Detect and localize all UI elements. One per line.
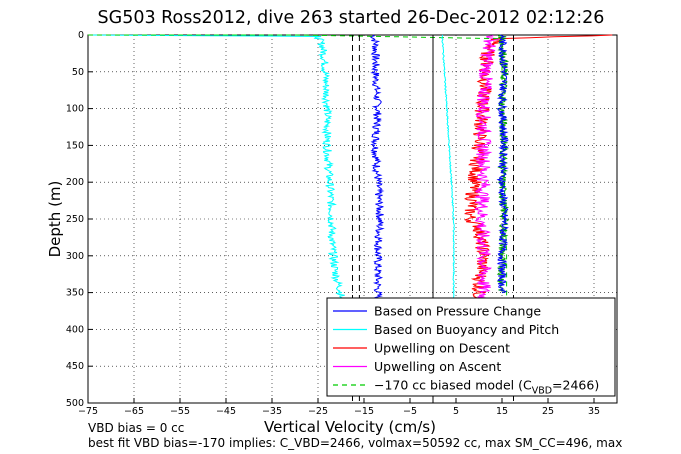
x-tick-label: −65 xyxy=(124,406,144,417)
legend: Based on Pressure Change Based on Buoyanc… xyxy=(326,297,616,397)
y-tick-label: 250 xyxy=(66,214,84,225)
x-tick-label: −55 xyxy=(170,406,190,417)
y-tick-label: 450 xyxy=(66,361,84,372)
legend-label: Based on Buoyancy and Pitch xyxy=(374,322,559,337)
y-tick-label: 500 xyxy=(66,398,84,409)
series-line xyxy=(474,35,500,330)
chart-title: SG503 Ross2012, dive 263 started 26-Dec-… xyxy=(98,8,605,28)
y-tick-label: 0 xyxy=(78,30,84,41)
y-tick-labels: 0 50 100 150 200 250 300 350 400 450 500 xyxy=(66,30,84,409)
legend-label: −170 cc biased model (CVBD=2466) xyxy=(374,378,599,397)
y-tick-label: 150 xyxy=(66,140,84,151)
x-tick-label: −45 xyxy=(216,406,236,417)
x-tick-label: −35 xyxy=(262,406,282,417)
y-tick-label: 50 xyxy=(72,67,84,78)
x-tick-label: 15 xyxy=(496,406,508,417)
x-tick-label: −25 xyxy=(308,406,328,417)
legend-label: Based on Pressure Change xyxy=(374,304,541,319)
annotation-vbd-bias: VBD bias = 0 cc xyxy=(88,421,184,435)
series-line xyxy=(369,34,385,330)
y-tick-label: 350 xyxy=(66,288,84,299)
x-axis-label: Vertical Velocity (cm/s) xyxy=(264,418,436,436)
legend-label: Upwelling on Descent xyxy=(374,341,510,356)
x-tick-label: 35 xyxy=(588,406,600,417)
y-tick-label: 300 xyxy=(66,251,84,262)
annotation-best-fit: best fit VBD bias=-170 implies: C_VBD=24… xyxy=(88,436,622,450)
series-line xyxy=(464,34,613,330)
y-tick-label: 400 xyxy=(66,324,84,335)
y-tick-label: 200 xyxy=(66,177,84,188)
legend-label: Upwelling on Ascent xyxy=(374,359,501,374)
series-line xyxy=(496,34,509,294)
x-tick-label: 25 xyxy=(542,406,554,417)
x-tick-label: −5 xyxy=(403,406,417,417)
series-line xyxy=(441,34,456,330)
x-tick-label: 5 xyxy=(453,406,459,417)
x-tick-labels: −75 −65 −55 −45 −35 −25 −15 −5 5 15 25 35 xyxy=(78,406,600,417)
y-axis-label: Depth (m) xyxy=(46,181,64,258)
x-tick-label: −75 xyxy=(78,406,98,417)
series-layer xyxy=(87,34,613,345)
y-tick-label: 100 xyxy=(66,104,84,115)
series-line xyxy=(87,34,347,345)
x-tick-label: −15 xyxy=(354,406,374,417)
legend-box xyxy=(326,297,616,397)
